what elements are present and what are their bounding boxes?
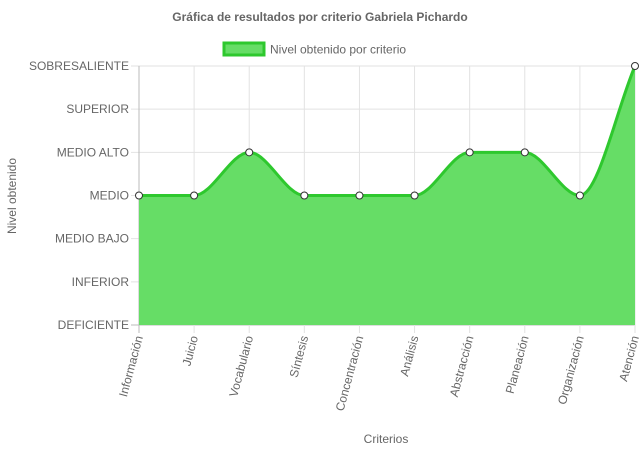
y-tick-label: MEDIO BAJO <box>55 232 129 246</box>
data-point[interactable] <box>300 191 309 200</box>
data-points <box>135 62 639 200</box>
y-tick-label: SOBRESALIENTE <box>29 59 129 73</box>
data-point[interactable] <box>575 191 584 200</box>
y-axis-title: Nivel obtenido <box>5 158 19 234</box>
x-axis-ticks: Información Juicio Vocabulario Síntesis Conc… <box>116 334 639 413</box>
x-tick-label: Juicio <box>180 334 202 368</box>
data-point[interactable] <box>631 62 639 70</box>
data-point[interactable] <box>465 148 474 157</box>
legend[interactable]: Nivel obtenido por criterio <box>222 41 406 57</box>
y-axis-ticks: DEFICIENTE INFERIOR MEDIO BAJO MEDIO MEDIO A… <box>29 59 129 332</box>
data-point[interactable] <box>520 148 529 157</box>
x-tick-label: Atención <box>616 334 639 383</box>
y-tick-label: DEFICIENTE <box>58 318 129 332</box>
legend-label: Nivel obtenido por criterio <box>270 43 406 57</box>
x-tick-label: Planeación <box>503 334 532 395</box>
data-point[interactable] <box>245 148 254 157</box>
y-tick-label: INFERIOR <box>72 275 130 289</box>
x-tick-label: Síntesis <box>287 334 312 379</box>
chart-title: Gráfica de resultados por criterio Gabri… <box>172 10 467 24</box>
x-tick-label: Análisis <box>397 334 421 378</box>
x-axis-title: Criterios <box>364 432 409 446</box>
x-tick-label: Abstracción <box>447 334 477 398</box>
data-point[interactable] <box>355 191 364 200</box>
y-tick-label: SUPERIOR <box>66 102 129 116</box>
legend-swatch <box>222 41 266 57</box>
x-tick-label: Vocabulario <box>226 334 256 399</box>
x-tick-label: Concentración <box>333 334 367 412</box>
data-point[interactable] <box>190 191 199 200</box>
data-point[interactable] <box>410 191 419 200</box>
y-tick-label: MEDIO <box>90 189 129 203</box>
data-point[interactable] <box>135 191 143 200</box>
series-line <box>139 65 637 198</box>
y-tick-label: MEDIO ALTO <box>57 145 129 159</box>
x-tick-label: Organización <box>555 334 587 406</box>
x-tick-label: Información <box>116 334 146 398</box>
